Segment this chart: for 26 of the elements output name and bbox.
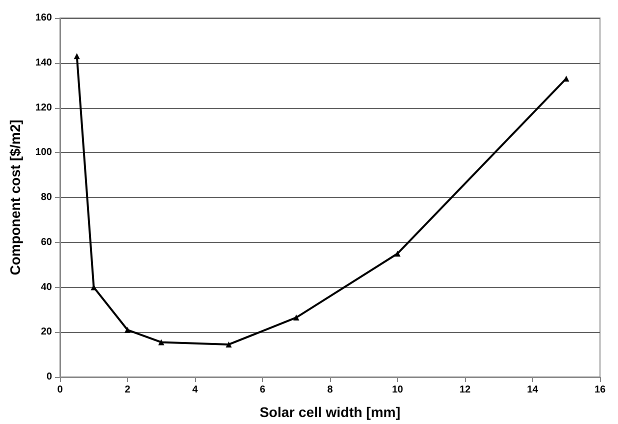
point	[74, 53, 80, 60]
point	[293, 314, 300, 321]
point	[158, 339, 164, 346]
point	[394, 250, 400, 257]
x-tick-label: 2	[124, 384, 131, 396]
y-tick-label: 100	[35, 147, 52, 158]
point	[124, 326, 130, 333]
y-tick-label: 160	[35, 12, 52, 24]
y-tick-label: 40	[40, 282, 52, 293]
y-tick-label: 60	[40, 236, 52, 248]
x-tick-label: 4	[192, 384, 198, 396]
y-tick-label: 140	[35, 57, 52, 68]
y-tick-label: 80	[40, 192, 52, 203]
x-tick-label: 8	[327, 384, 334, 396]
y-axis-title: Component cost [$/m2]	[7, 120, 23, 276]
x-tick-label: 10	[392, 384, 404, 396]
point	[226, 341, 232, 348]
x-tick-label: 12	[459, 384, 471, 396]
x-tick-label: 14	[526, 384, 538, 396]
x-tick-label: 0	[57, 384, 64, 396]
x-tick-label: 6	[260, 384, 266, 396]
y-tick-label: 120	[35, 102, 52, 114]
x-axis-title: Solar cell width [mm]	[260, 404, 400, 420]
x-tick-label: 16	[594, 384, 606, 396]
y-tick-label: 20	[40, 326, 52, 338]
y-tick-label: 0	[46, 372, 52, 382]
